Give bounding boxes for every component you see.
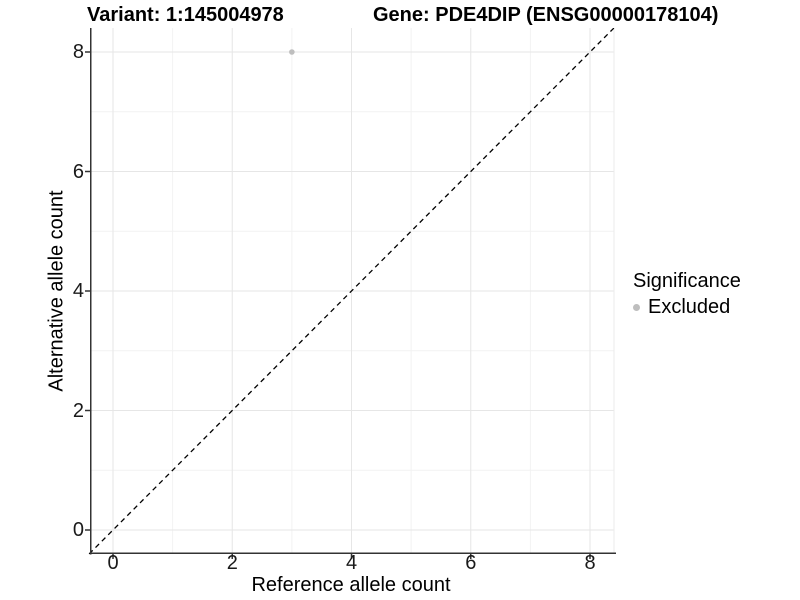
identity-line — [88, 28, 615, 555]
data-point — [289, 49, 295, 55]
plot-title-variant: Variant: 1:145004978 — [87, 4, 284, 26]
x-axis-title: Reference allele count — [251, 574, 451, 596]
legend-title: Significance — [633, 270, 741, 292]
plot-title-gene: Gene: PDE4DIP (ENSG00000178104) — [373, 4, 719, 26]
y-tick-label: 4 — [72, 280, 84, 302]
y-tick-label: 6 — [72, 160, 84, 183]
x-tick-label: 4 — [345, 552, 358, 574]
legend: Significance Excluded — [631, 269, 741, 318]
plot-panel — [85, 28, 616, 559]
excluded-point-icon — [633, 303, 640, 311]
x-tick-label: 8 — [584, 552, 596, 574]
legend-item-excluded: Excluded — [631, 296, 741, 318]
x-tick-label: 2 — [226, 552, 238, 574]
x-tick-label: 6 — [465, 552, 477, 574]
y-tick-label: 8 — [72, 41, 84, 63]
y-tick-label: 2 — [72, 399, 84, 422]
legend-item-label: Excluded — [648, 296, 731, 318]
y-tick-label: 0 — [72, 519, 84, 541]
x-tick-label: 0 — [107, 552, 119, 574]
